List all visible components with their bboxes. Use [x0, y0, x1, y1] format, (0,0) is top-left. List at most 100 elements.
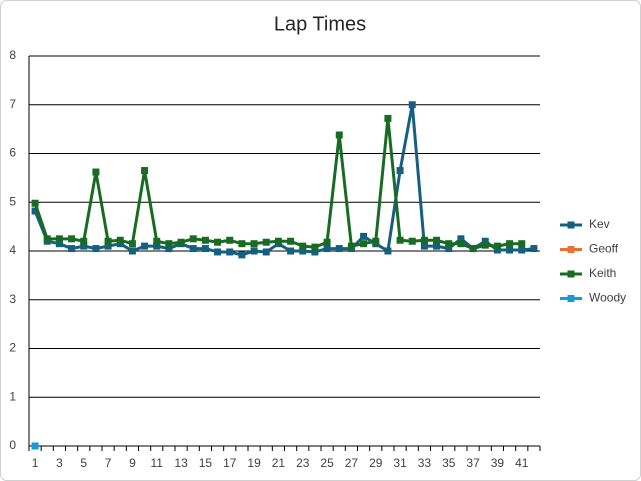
x-tick-label: 37: [466, 456, 480, 470]
y-tick-label: 5: [9, 194, 16, 208]
x-tick-label: 25: [320, 456, 334, 470]
point-marker: [68, 235, 76, 243]
x-tick-label: 33: [418, 456, 432, 470]
point-marker: [420, 242, 428, 250]
point-marker: [530, 245, 538, 253]
point-marker: [518, 246, 526, 254]
point-marker: [141, 167, 149, 175]
point-marker: [80, 237, 88, 245]
x-tick-label: 9: [129, 456, 136, 470]
point-marker: [457, 240, 465, 248]
point-marker: [299, 242, 307, 250]
point-marker: [506, 240, 514, 248]
y-tick-label: 6: [9, 146, 16, 160]
x-tick-label: 23: [296, 456, 310, 470]
y-tick-label: 2: [9, 341, 16, 355]
y-tick-label: 3: [9, 292, 16, 306]
point-marker: [299, 247, 307, 255]
x-tick-label: 3: [56, 456, 63, 470]
legend-marker: [567, 221, 575, 229]
point-marker: [153, 242, 161, 250]
legend-label: Geoff: [589, 242, 619, 256]
point-marker: [445, 240, 453, 248]
point-marker: [335, 131, 343, 139]
point-marker: [287, 237, 295, 245]
point-marker: [128, 247, 136, 255]
x-tick-label: 13: [174, 456, 188, 470]
point-marker: [238, 251, 246, 259]
x-tick-label: 19: [247, 456, 261, 470]
point-marker: [214, 248, 222, 256]
legend-marker: [567, 246, 575, 253]
legend-label: Kev: [589, 217, 610, 231]
point-marker: [493, 246, 501, 254]
point-marker: [250, 247, 258, 255]
point-marker: [518, 240, 526, 248]
point-marker: [153, 237, 161, 245]
point-marker: [408, 237, 416, 245]
x-tick-label: 35: [442, 456, 456, 470]
point-marker: [214, 238, 222, 246]
legend-marker: [567, 270, 575, 278]
point-marker: [104, 237, 112, 245]
point-marker: [55, 235, 63, 243]
point-marker: [335, 245, 343, 253]
point-marker: [323, 245, 331, 253]
point-marker: [141, 242, 149, 250]
point-marker: [506, 246, 514, 254]
point-marker: [92, 168, 100, 176]
point-marker: [262, 238, 270, 246]
point-marker: [396, 167, 404, 175]
x-tick-label: 27: [345, 456, 359, 470]
x-tick-label: 1: [32, 456, 39, 470]
point-marker: [104, 242, 112, 250]
point-marker: [493, 242, 501, 250]
point-marker: [457, 235, 465, 243]
point-marker: [226, 236, 234, 244]
point-marker: [445, 245, 453, 253]
y-tick-label: 1: [9, 389, 16, 403]
point-marker: [469, 245, 477, 253]
point-marker: [68, 245, 76, 253]
point-marker: [165, 245, 173, 253]
x-tick-label: 5: [80, 456, 87, 470]
x-tick-label: 15: [199, 456, 213, 470]
y-tick-label: 4: [9, 243, 16, 257]
point-marker: [396, 236, 404, 244]
point-marker: [43, 235, 51, 243]
point-marker: [31, 207, 39, 215]
point-marker: [238, 240, 246, 248]
point-marker: [481, 241, 489, 249]
point-marker: [31, 442, 39, 450]
point-marker: [311, 243, 319, 251]
point-marker: [287, 247, 295, 255]
point-marker: [31, 199, 39, 207]
x-tick-label: 29: [369, 456, 383, 470]
point-marker: [80, 242, 88, 250]
legend-marker: [567, 295, 575, 302]
legend-label: Woody: [589, 291, 626, 305]
point-marker: [311, 248, 319, 256]
point-marker: [201, 245, 209, 253]
point-marker: [433, 242, 441, 250]
point-marker: [92, 245, 100, 253]
x-tick-label: 41: [515, 456, 529, 470]
point-marker: [128, 240, 136, 248]
point-marker: [360, 232, 368, 240]
point-marker: [408, 101, 416, 109]
point-marker: [347, 242, 355, 250]
point-marker: [384, 114, 392, 122]
point-marker: [274, 237, 282, 245]
point-marker: [323, 238, 331, 246]
point-marker: [420, 236, 428, 244]
y-tick-label: 7: [9, 97, 16, 111]
x-tick-label: 11: [151, 456, 164, 470]
point-marker: [116, 236, 124, 244]
x-tick-label: 7: [105, 456, 112, 470]
y-tick-label: 0: [9, 438, 16, 452]
point-marker: [262, 248, 270, 256]
point-marker: [189, 245, 197, 253]
